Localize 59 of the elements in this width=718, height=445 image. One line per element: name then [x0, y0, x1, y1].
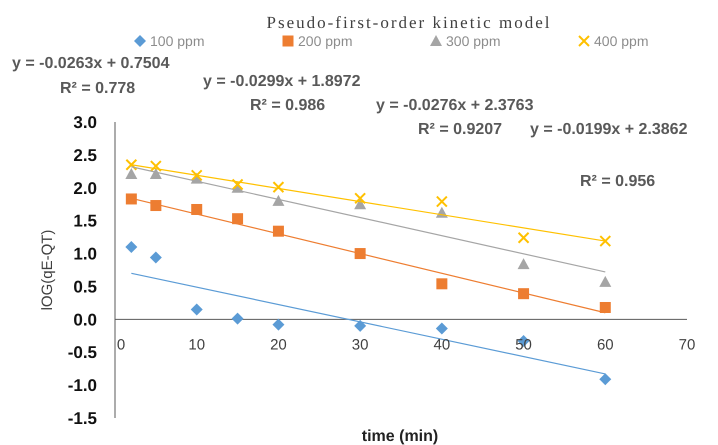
point [599, 373, 612, 386]
legend-label: 400 ppm [594, 33, 648, 49]
point [126, 193, 137, 204]
point [599, 276, 612, 287]
point [599, 235, 612, 248]
text: R² = 0.986 [250, 97, 326, 114]
x-tick-label: 0 [116, 336, 126, 354]
x-axis-title: time (min) [362, 428, 438, 445]
point [354, 320, 366, 332]
x-tick-label: 30 [352, 336, 368, 354]
x-tick-label: 20 [270, 336, 287, 354]
y-tick-label: 2.0 [73, 178, 97, 198]
legend-label: 300 ppm [446, 33, 500, 49]
point [354, 192, 366, 204]
x-tick-label: 60 [596, 336, 614, 354]
point [150, 168, 162, 179]
point [272, 194, 284, 206]
chart-title: Pseudo-first-order kinetic model [266, 13, 552, 32]
y-tick-label: -1.5 [68, 409, 97, 428]
annotation: R² = 0.956 [580, 173, 656, 190]
annotation: R² = 0.9207 [418, 121, 502, 138]
y-tick-label: 1.0 [73, 244, 97, 264]
y-axis-title: lOG(qE-QT) [39, 230, 56, 310]
point [232, 213, 244, 224]
point [272, 181, 284, 194]
x-tick-label: 70 [678, 336, 696, 354]
y-tick-label: 0.0 [73, 310, 97, 330]
point [190, 303, 203, 316]
point [150, 160, 162, 172]
point [232, 178, 244, 190]
point [191, 204, 202, 215]
x-tick-label: 40 [434, 336, 450, 354]
point [436, 278, 448, 290]
text: y = -0.0299x + 1.8972 [203, 73, 361, 90]
y-tick-label: 0.5 [73, 277, 97, 296]
y-tick-label: -0.5 [68, 343, 97, 362]
legend-label: 200 ppm [298, 33, 352, 49]
point [125, 240, 138, 253]
legend-label: 100 ppm [150, 33, 204, 49]
y-tick-label: 1.5 [73, 212, 97, 231]
point [436, 196, 448, 208]
text: y = -0.0263x + 0.7504 [12, 55, 170, 72]
point [125, 158, 138, 171]
point [190, 169, 203, 182]
point [232, 312, 244, 325]
point [272, 318, 284, 331]
text: y = -0.0276x + 2.3763 [376, 97, 534, 114]
point [518, 232, 530, 244]
x-tick-label: 10 [188, 336, 206, 354]
text: R² = 0.778 [60, 80, 136, 97]
point [600, 302, 611, 313]
annotation: y = -0.0199x + 2.3862 [530, 121, 688, 138]
y-tick-label: 2.5 [73, 146, 97, 165]
point [125, 168, 138, 179]
point [150, 252, 162, 264]
point [436, 322, 448, 335]
point [518, 258, 530, 270]
y-tick-label: 3.0 [73, 113, 97, 132]
y-tick-label: -1.0 [68, 376, 97, 396]
